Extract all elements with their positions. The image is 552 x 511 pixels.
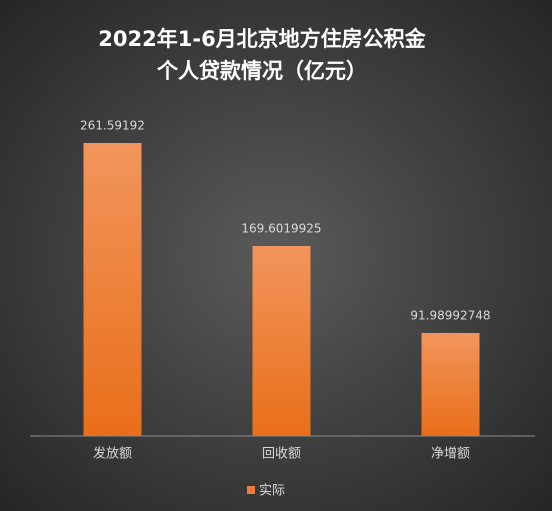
x-tick-label: 净增额 xyxy=(431,447,470,462)
bar xyxy=(421,332,480,436)
data-label: 91.98992748 xyxy=(410,308,490,322)
data-label: 169.6019925 xyxy=(241,222,321,236)
bar xyxy=(83,143,142,436)
legend-label: 实际 xyxy=(259,484,285,499)
data-label: 261.59192 xyxy=(80,119,145,133)
x-tick-label: 发放额 xyxy=(93,446,132,462)
legend-swatch xyxy=(247,486,255,494)
bar xyxy=(252,246,311,436)
chart-title: 个人贷款情况（亿元） xyxy=(157,59,367,83)
x-tick-label: 回收额 xyxy=(262,447,301,462)
chart-title: 2022年1-6月北京地方住房公积金 xyxy=(98,27,426,51)
